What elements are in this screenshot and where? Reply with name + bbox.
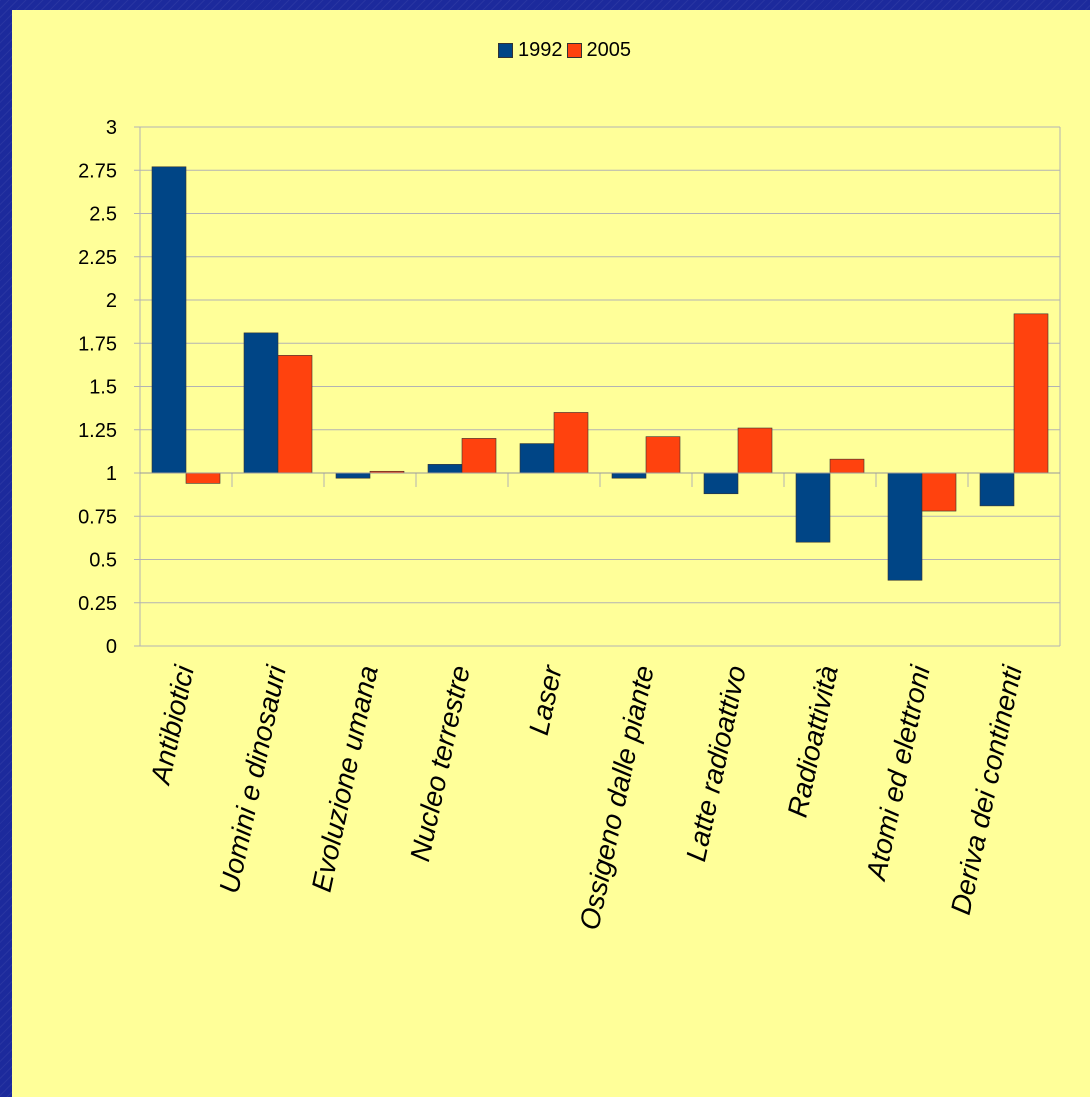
y-tick-label-9: 2.25 — [78, 247, 117, 269]
x-category-label-3: Nucleo terrestre — [404, 663, 476, 864]
bar-1992-4 — [519, 443, 555, 474]
y-tick-label-3: 0.75 — [78, 506, 117, 528]
bar-1992-2 — [335, 472, 371, 479]
y-tick-label-12: 3 — [106, 117, 117, 139]
legend-label-1992: 1992 — [518, 38, 563, 61]
y-tick-label-2: 0.5 — [89, 550, 117, 572]
x-category-label-9: Deriva dei continenti — [945, 662, 1028, 917]
y-tick-label-10: 2.5 — [89, 204, 117, 226]
x-category-label-5: Ossigeno dalle piante — [574, 663, 660, 933]
bar-1992-5 — [611, 472, 647, 479]
bar-1992-7 — [795, 472, 831, 543]
chart-legend: 1992 2005 — [498, 37, 635, 63]
x-category-label-4: Laser — [523, 661, 568, 738]
bar-1992-1 — [243, 332, 279, 474]
x-category-label-6: Latte radioattivo — [680, 663, 752, 864]
bar-1992-9 — [979, 472, 1015, 507]
legend-swatch-1992 — [498, 42, 513, 58]
x-category-label-2: Evoluzione umana — [306, 663, 384, 895]
bar-2005-9 — [1013, 313, 1049, 474]
legend-swatch-2005 — [566, 42, 582, 58]
bar-1992-8 — [887, 472, 923, 581]
bar-2005-7 — [829, 458, 865, 474]
x-category-label-0: Antibiotici — [144, 662, 200, 788]
bar-1992-6 — [703, 472, 739, 495]
y-tick-label-11: 2.75 — [78, 160, 117, 182]
y-tick-label-4: 1 — [106, 463, 117, 485]
y-tick-label-7: 1.75 — [78, 333, 117, 355]
y-tick-label-8: 2 — [106, 290, 117, 312]
bar-2005-1 — [277, 355, 313, 474]
y-tick-label-1: 0.25 — [78, 593, 117, 615]
y-tick-label-5: 1.25 — [78, 420, 117, 442]
bar-1992-0 — [151, 166, 187, 474]
y-tick-label-0: 0 — [106, 636, 117, 658]
y-tick-label-6: 1.5 — [89, 377, 117, 399]
bar-2005-5 — [645, 436, 681, 474]
x-category-label-8: Atomi ed elettroni — [860, 662, 936, 884]
bar-2005-8 — [921, 472, 957, 512]
bar-2005-0 — [185, 472, 221, 484]
legend-item-1992: 1992 — [498, 39, 563, 62]
legend-item-2005: 2005 — [566, 38, 632, 62]
x-category-label-1: Uomini e dinosauri — [213, 662, 292, 896]
bar-2005-4 — [553, 412, 589, 474]
bar-1992-3 — [427, 464, 463, 474]
legend-label-2005: 2005 — [586, 38, 632, 61]
bar-2005-3 — [461, 438, 497, 474]
bar-2005-6 — [737, 427, 773, 474]
x-category-label-7: Radioattività — [782, 663, 844, 820]
